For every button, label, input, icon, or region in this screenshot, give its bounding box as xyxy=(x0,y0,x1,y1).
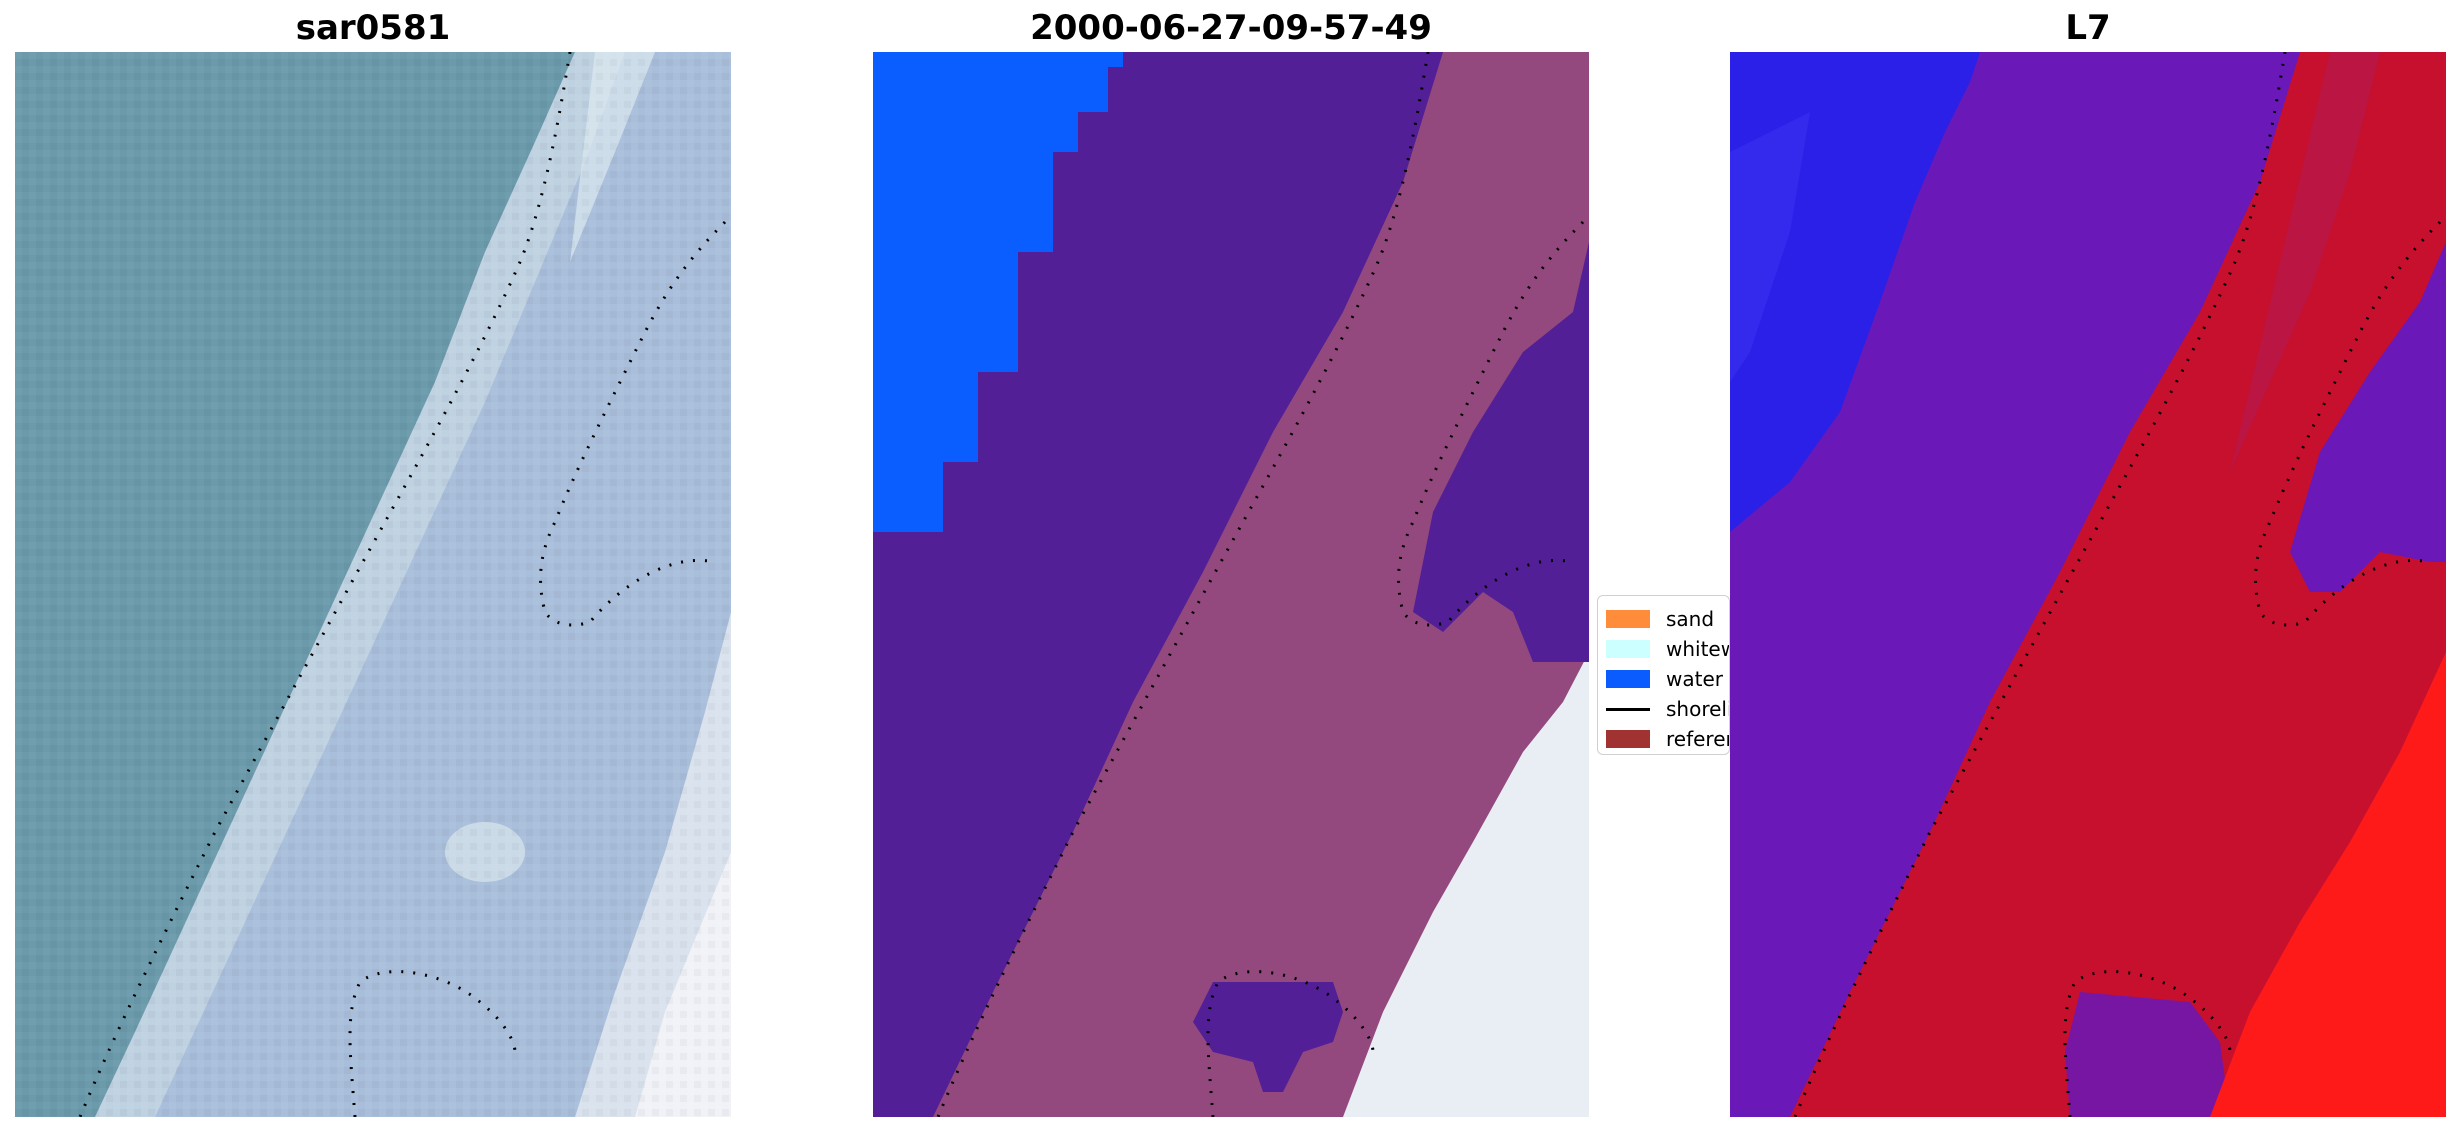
l7-index-image xyxy=(1730,52,2446,1117)
legend-label: sand xyxy=(1666,607,1715,631)
legend-label: shoreline xyxy=(1666,697,1729,721)
reference-swatch xyxy=(1606,730,1650,748)
panel-title-classified: 2000-06-27-09-57-49 xyxy=(1030,8,1432,48)
shoreline-dotted xyxy=(936,52,1585,1117)
classified-image-panel xyxy=(873,52,1589,1117)
legend-label: reference xyxy=(1666,727,1729,751)
panel-title-index: L7 xyxy=(2065,8,2111,48)
legend-item-sand: sand xyxy=(1606,605,1729,633)
legend-item-water: water xyxy=(1606,665,1729,693)
shoreline-dotted xyxy=(78,52,727,1117)
sand-swatch xyxy=(1606,610,1650,628)
whitewater-swatch xyxy=(1606,640,1650,658)
rgb-image xyxy=(15,52,731,1117)
rgb-image-panel xyxy=(15,52,731,1117)
shoreline-dotted xyxy=(1793,52,2442,1117)
legend-item-shoreline: shoreline xyxy=(1606,695,1729,723)
shoreline-line-icon xyxy=(1606,707,1650,711)
l7-index-panel xyxy=(1730,52,2446,1117)
panel-title-rgb: sar0581 xyxy=(295,8,451,48)
water-swatch xyxy=(1606,670,1650,688)
legend-label: water xyxy=(1666,667,1723,691)
classified-image xyxy=(873,52,1589,1117)
legend-item-reference: reference xyxy=(1606,725,1729,753)
